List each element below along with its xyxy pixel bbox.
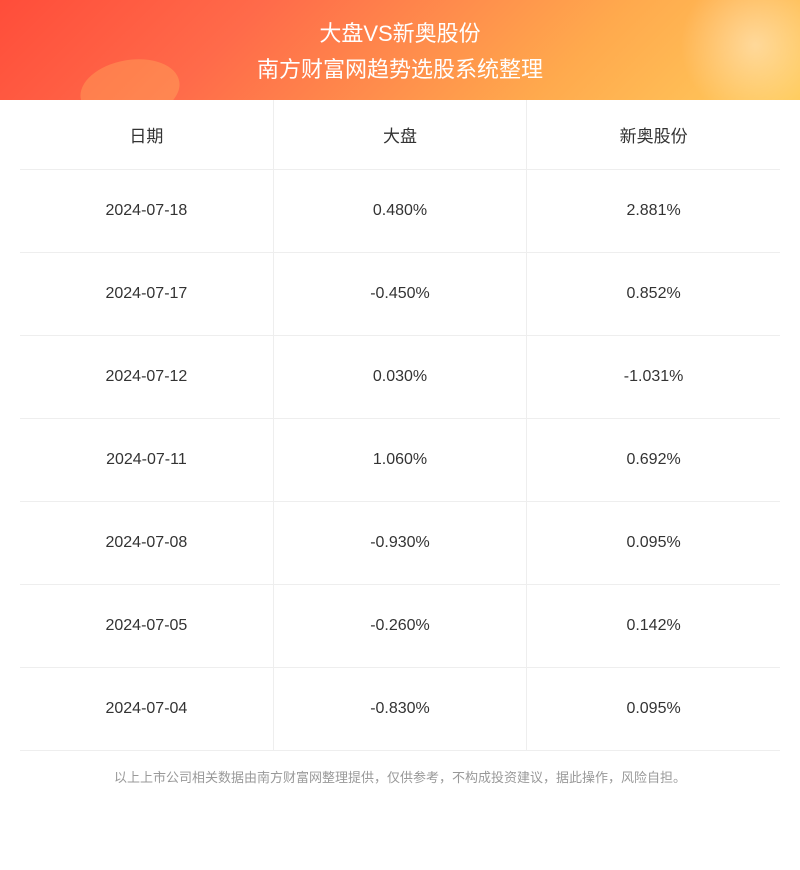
cell-stock: 0.142% bbox=[527, 585, 780, 668]
cell-stock: 0.692% bbox=[527, 419, 780, 502]
table-row: 2024-07-17 -0.450% 0.852% bbox=[20, 253, 780, 336]
cell-date: 2024-07-05 bbox=[20, 585, 273, 668]
table-row: 2024-07-12 0.030% -1.031% bbox=[20, 336, 780, 419]
disclaimer-text: 以上上市公司相关数据由南方财富网整理提供，仅供参考，不构成投资建议，据此操作，风… bbox=[0, 755, 800, 798]
cell-date: 2024-07-04 bbox=[20, 668, 273, 751]
cell-market: 0.480% bbox=[273, 170, 526, 253]
main-container: 大盘VS新奥股份 南方财富网趋势选股系统整理 南方财富网 outhmoney.c… bbox=[0, 0, 800, 870]
column-header-date: 日期 bbox=[20, 100, 273, 170]
cell-market: 0.030% bbox=[273, 336, 526, 419]
cell-stock: 0.095% bbox=[527, 502, 780, 585]
comparison-table: 日期 大盘 新奥股份 2024-07-18 0.480% 2.881% 2024… bbox=[20, 100, 780, 751]
cell-date: 2024-07-12 bbox=[20, 336, 273, 419]
cell-stock: 0.095% bbox=[527, 668, 780, 751]
cell-stock: 2.881% bbox=[527, 170, 780, 253]
cell-stock: 0.852% bbox=[527, 253, 780, 336]
title-line-2: 南方财富网趋势选股系统整理 bbox=[257, 52, 543, 84]
title-line-1: 大盘VS新奥股份 bbox=[319, 16, 480, 48]
cell-market: -0.260% bbox=[273, 585, 526, 668]
cell-market: -0.450% bbox=[273, 253, 526, 336]
cell-market: -0.830% bbox=[273, 668, 526, 751]
table-row: 2024-07-08 -0.930% 0.095% bbox=[20, 502, 780, 585]
cell-date: 2024-07-11 bbox=[20, 419, 273, 502]
table-row: 2024-07-04 -0.830% 0.095% bbox=[20, 668, 780, 751]
column-header-market: 大盘 bbox=[273, 100, 526, 170]
table-row: 2024-07-18 0.480% 2.881% bbox=[20, 170, 780, 253]
column-header-stock: 新奥股份 bbox=[527, 100, 780, 170]
table-wrapper: 南方财富网 outhmoney.com 日期 大盘 新奥股份 2024-07-1… bbox=[0, 100, 800, 751]
table-content: 日期 大盘 新奥股份 2024-07-18 0.480% 2.881% 2024… bbox=[20, 100, 780, 751]
cell-market: -0.930% bbox=[273, 502, 526, 585]
cell-market: 1.060% bbox=[273, 419, 526, 502]
header-banner: 大盘VS新奥股份 南方财富网趋势选股系统整理 bbox=[0, 0, 800, 100]
table-row: 2024-07-11 1.060% 0.692% bbox=[20, 419, 780, 502]
table-header-row: 日期 大盘 新奥股份 bbox=[20, 100, 780, 170]
cell-date: 2024-07-17 bbox=[20, 253, 273, 336]
cell-stock: -1.031% bbox=[527, 336, 780, 419]
cell-date: 2024-07-08 bbox=[20, 502, 273, 585]
table-row: 2024-07-05 -0.260% 0.142% bbox=[20, 585, 780, 668]
cell-date: 2024-07-18 bbox=[20, 170, 273, 253]
